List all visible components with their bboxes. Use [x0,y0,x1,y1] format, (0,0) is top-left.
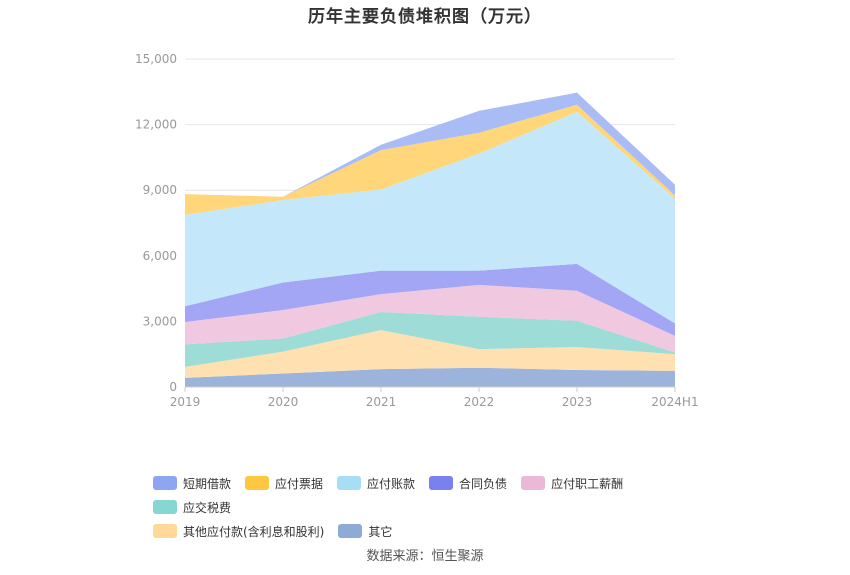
chart-title: 历年主要负债堆积图（万元） [308,7,542,27]
area-series [185,284,675,353]
legend-item[interactable]: 应付票据 [245,471,323,495]
y-tick-label: 15,000 [135,52,177,66]
legend-label: 其它 [368,524,393,539]
legend-swatch [337,476,362,490]
x-tick-label: 2020 [268,395,299,409]
area-series [185,111,675,324]
area-series [185,104,675,215]
legend-item[interactable]: 合同负债 [429,471,507,495]
legend-row: 短期借款 应付票据 应付账款 合同负债 应付职工薪酬应交税费 [153,471,713,519]
y-tick-label: 6,000 [143,249,177,263]
x-tick-label: 2024H1 [651,395,698,409]
data-source-note: 数据来源：恒生聚源 [366,549,484,564]
legend-label: 短期借款 [183,476,232,491]
x-tick-label: 2023 [562,395,593,409]
x-tick-label: 2022 [464,395,495,409]
legend-label: 应付账款 [367,476,416,491]
y-tick-label: 9,000 [143,183,177,197]
legend-label: 其他应付款(含利息和股利) [183,524,325,539]
legend-item[interactable]: 其他应付款(含利息和股利) [153,519,324,543]
legend-swatch [153,524,177,538]
legend-swatch [153,476,177,490]
legend-label: 应付职工薪酬 [551,476,624,491]
legend-item[interactable]: 其它 [338,519,392,543]
chart-legend: 短期借款 应付票据 应付账款 合同负债 应付职工薪酬应交税费 其他应付款(含利息和股利)… [153,471,713,543]
area-series [185,311,675,367]
legend-swatch [153,500,177,514]
legend-item[interactable]: 应付职工薪酬 [521,471,623,495]
y-tick-label: 12,000 [135,118,177,132]
legend-label: 合同负债 [459,476,508,491]
legend-swatch [245,476,270,490]
area-series [185,367,675,387]
legend-item[interactable]: 短期借款 [153,471,231,495]
area-series [185,263,675,336]
y-tick-label: 0 [169,380,177,394]
legend-row: 其他应付款(含利息和股利) 其它 [153,519,713,543]
y-tick-label: 3,000 [143,314,177,328]
legend-swatch [521,476,546,490]
x-tick-label: 2019 [170,395,201,409]
x-tick-label: 2021 [366,395,397,409]
legend-swatch [429,476,454,490]
area-series [185,330,675,378]
legend-label: 应交税费 [183,500,232,515]
legend-item[interactable]: 应付账款 [337,471,415,495]
legend-item[interactable]: 应交税费 [153,495,231,519]
legend-swatch [338,524,363,538]
legend-label: 应付票据 [275,476,324,491]
